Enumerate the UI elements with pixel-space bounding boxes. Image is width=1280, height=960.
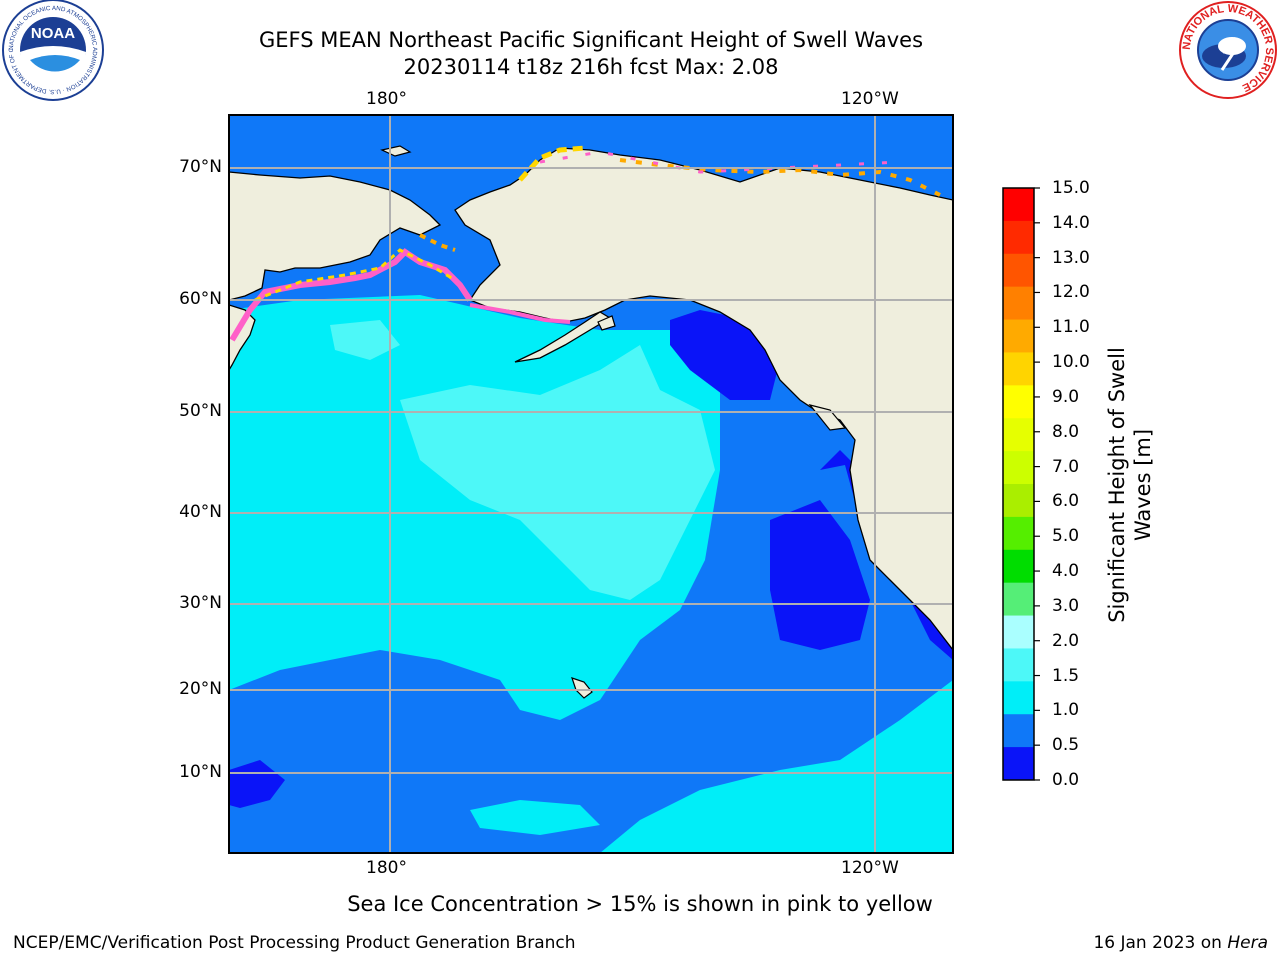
lat-label-10n: 10°N (179, 762, 222, 782)
colorbar-segment (1003, 747, 1034, 781)
noaa-logo: NOAA NATIONAL OCEANIC AND ATMOSPHERIC AD… (0, 0, 104, 101)
sea-ice-beaufort (619, 158, 941, 197)
lon-label-bottom-120w: 120°W (841, 858, 899, 878)
lat-label-40n: 40°N (179, 502, 222, 522)
noaa-logo-text: NOAA (31, 25, 75, 42)
swell-region-light-cyan-nw (330, 320, 400, 360)
land-island-kodiak (597, 315, 616, 331)
colorbar-tick-label: 11.0 (1052, 317, 1090, 338)
colorbar-segment (1003, 484, 1034, 518)
graticule (229, 115, 953, 853)
footer-date-text: 16 Jan 2023 on (1093, 933, 1228, 953)
sea-ice-note: Sea Ice Concentration > 15% is shown in … (347, 892, 933, 916)
colorbar-segment (1003, 418, 1034, 452)
colorbar-segment (1003, 451, 1034, 485)
colorbar-segment (1003, 253, 1034, 288)
colorbar-tick-label: 3.0 (1052, 595, 1080, 616)
sea-ice-bering-yellow (254, 248, 456, 302)
colorbar-tick-label: 4.0 (1052, 561, 1080, 582)
colorbar-tick-label: 2.0 (1052, 630, 1080, 651)
sea-ice-bering (229, 248, 473, 342)
land-hawaii (571, 677, 593, 699)
land-siberia (229, 115, 442, 301)
lon-label-top-180: 180° (366, 89, 407, 109)
colorbar-segment (1003, 516, 1034, 551)
map-area (229, 115, 953, 853)
sea-ice-chukchi (518, 145, 586, 182)
colorbar-segment (1003, 648, 1034, 682)
lon-label-bottom-180: 180° (366, 858, 407, 878)
footer-host: Hera (1227, 933, 1268, 953)
swell-region-cyan-south (600, 680, 953, 853)
colorbar (1003, 187, 1040, 781)
colorbar-title: Significant Height of Swell Waves [m] (1104, 347, 1156, 623)
colorbar-segment (1003, 385, 1034, 419)
colorbar-segment (1003, 319, 1034, 353)
colorbar-segment (1003, 714, 1034, 748)
colorbar-segment (1003, 220, 1034, 255)
lat-label-30n: 30°N (179, 593, 222, 613)
lat-label-50n: 50°N (179, 401, 222, 421)
colorbar-frame (1002, 187, 1035, 781)
colorbar-tick-label: 0.5 (1052, 735, 1080, 756)
colorbar-tick-label: 8.0 (1052, 421, 1080, 442)
colorbar-title-line2: Waves [m] (1131, 428, 1155, 542)
lat-label-70n: 70°N (179, 157, 222, 177)
footer-date: 16 Jan 2023 on Hera (1093, 932, 1268, 954)
colorbar-segment (1003, 681, 1034, 715)
colorbar-tick-label: 10.0 (1052, 352, 1090, 373)
lon-label-top-120w: 120°W (841, 89, 899, 109)
nws-logo: NATIONAL WEATHER SERVICE (1179, 1, 1277, 99)
land-alaska-peninsula (514, 311, 612, 363)
colorbar-segment (1003, 582, 1034, 617)
colorbar-segment (1003, 549, 1034, 584)
colorbar-tick-label: 5.0 (1052, 526, 1080, 547)
colorbar-tick-label: 12.0 (1052, 282, 1090, 303)
map-frame (228, 114, 954, 854)
colorbar-tick-label: 6.0 (1052, 491, 1080, 512)
swell-region-dark-blue-offshore (770, 500, 870, 650)
swell-region-cyan-south2 (470, 800, 600, 835)
chart-title: GEFS MEAN Northeast Pacific Significant … (258, 28, 924, 52)
colorbar-segment (1003, 286, 1034, 321)
sea-ice-bristol (469, 303, 571, 324)
swell-region-light-cyan (400, 345, 715, 600)
lat-label-60n: 60°N (179, 289, 222, 309)
colorbar-tick-label: 14.0 (1052, 212, 1090, 233)
colorbar-tick-label: 9.0 (1052, 386, 1080, 407)
colorbar-segment (1003, 352, 1034, 386)
colorbar-tick-label: 0.0 (1052, 770, 1080, 790)
colorbar-segment (1003, 615, 1034, 649)
swell-region-cyan-west (229, 520, 320, 645)
lat-label-20n: 20°N (179, 679, 222, 699)
colorbar-tick-label: 7.0 (1052, 456, 1080, 477)
colorbar-tick-label: 15.0 (1052, 178, 1090, 198)
colorbar-tick-label: 1.0 (1052, 700, 1080, 721)
colorbar-tick-label: 1.5 (1052, 665, 1080, 686)
colorbar-title-line1: Significant Height of Swell (1105, 347, 1129, 623)
footer-credit: NCEP/EMC/Verification Post Processing Pr… (13, 933, 576, 953)
chart-subtitle: 20230114 t18z 216h fcst Max: 2.08 (403, 55, 779, 79)
colorbar-tick-label: 13.0 (1052, 247, 1090, 268)
colorbar-segment (1003, 188, 1034, 222)
